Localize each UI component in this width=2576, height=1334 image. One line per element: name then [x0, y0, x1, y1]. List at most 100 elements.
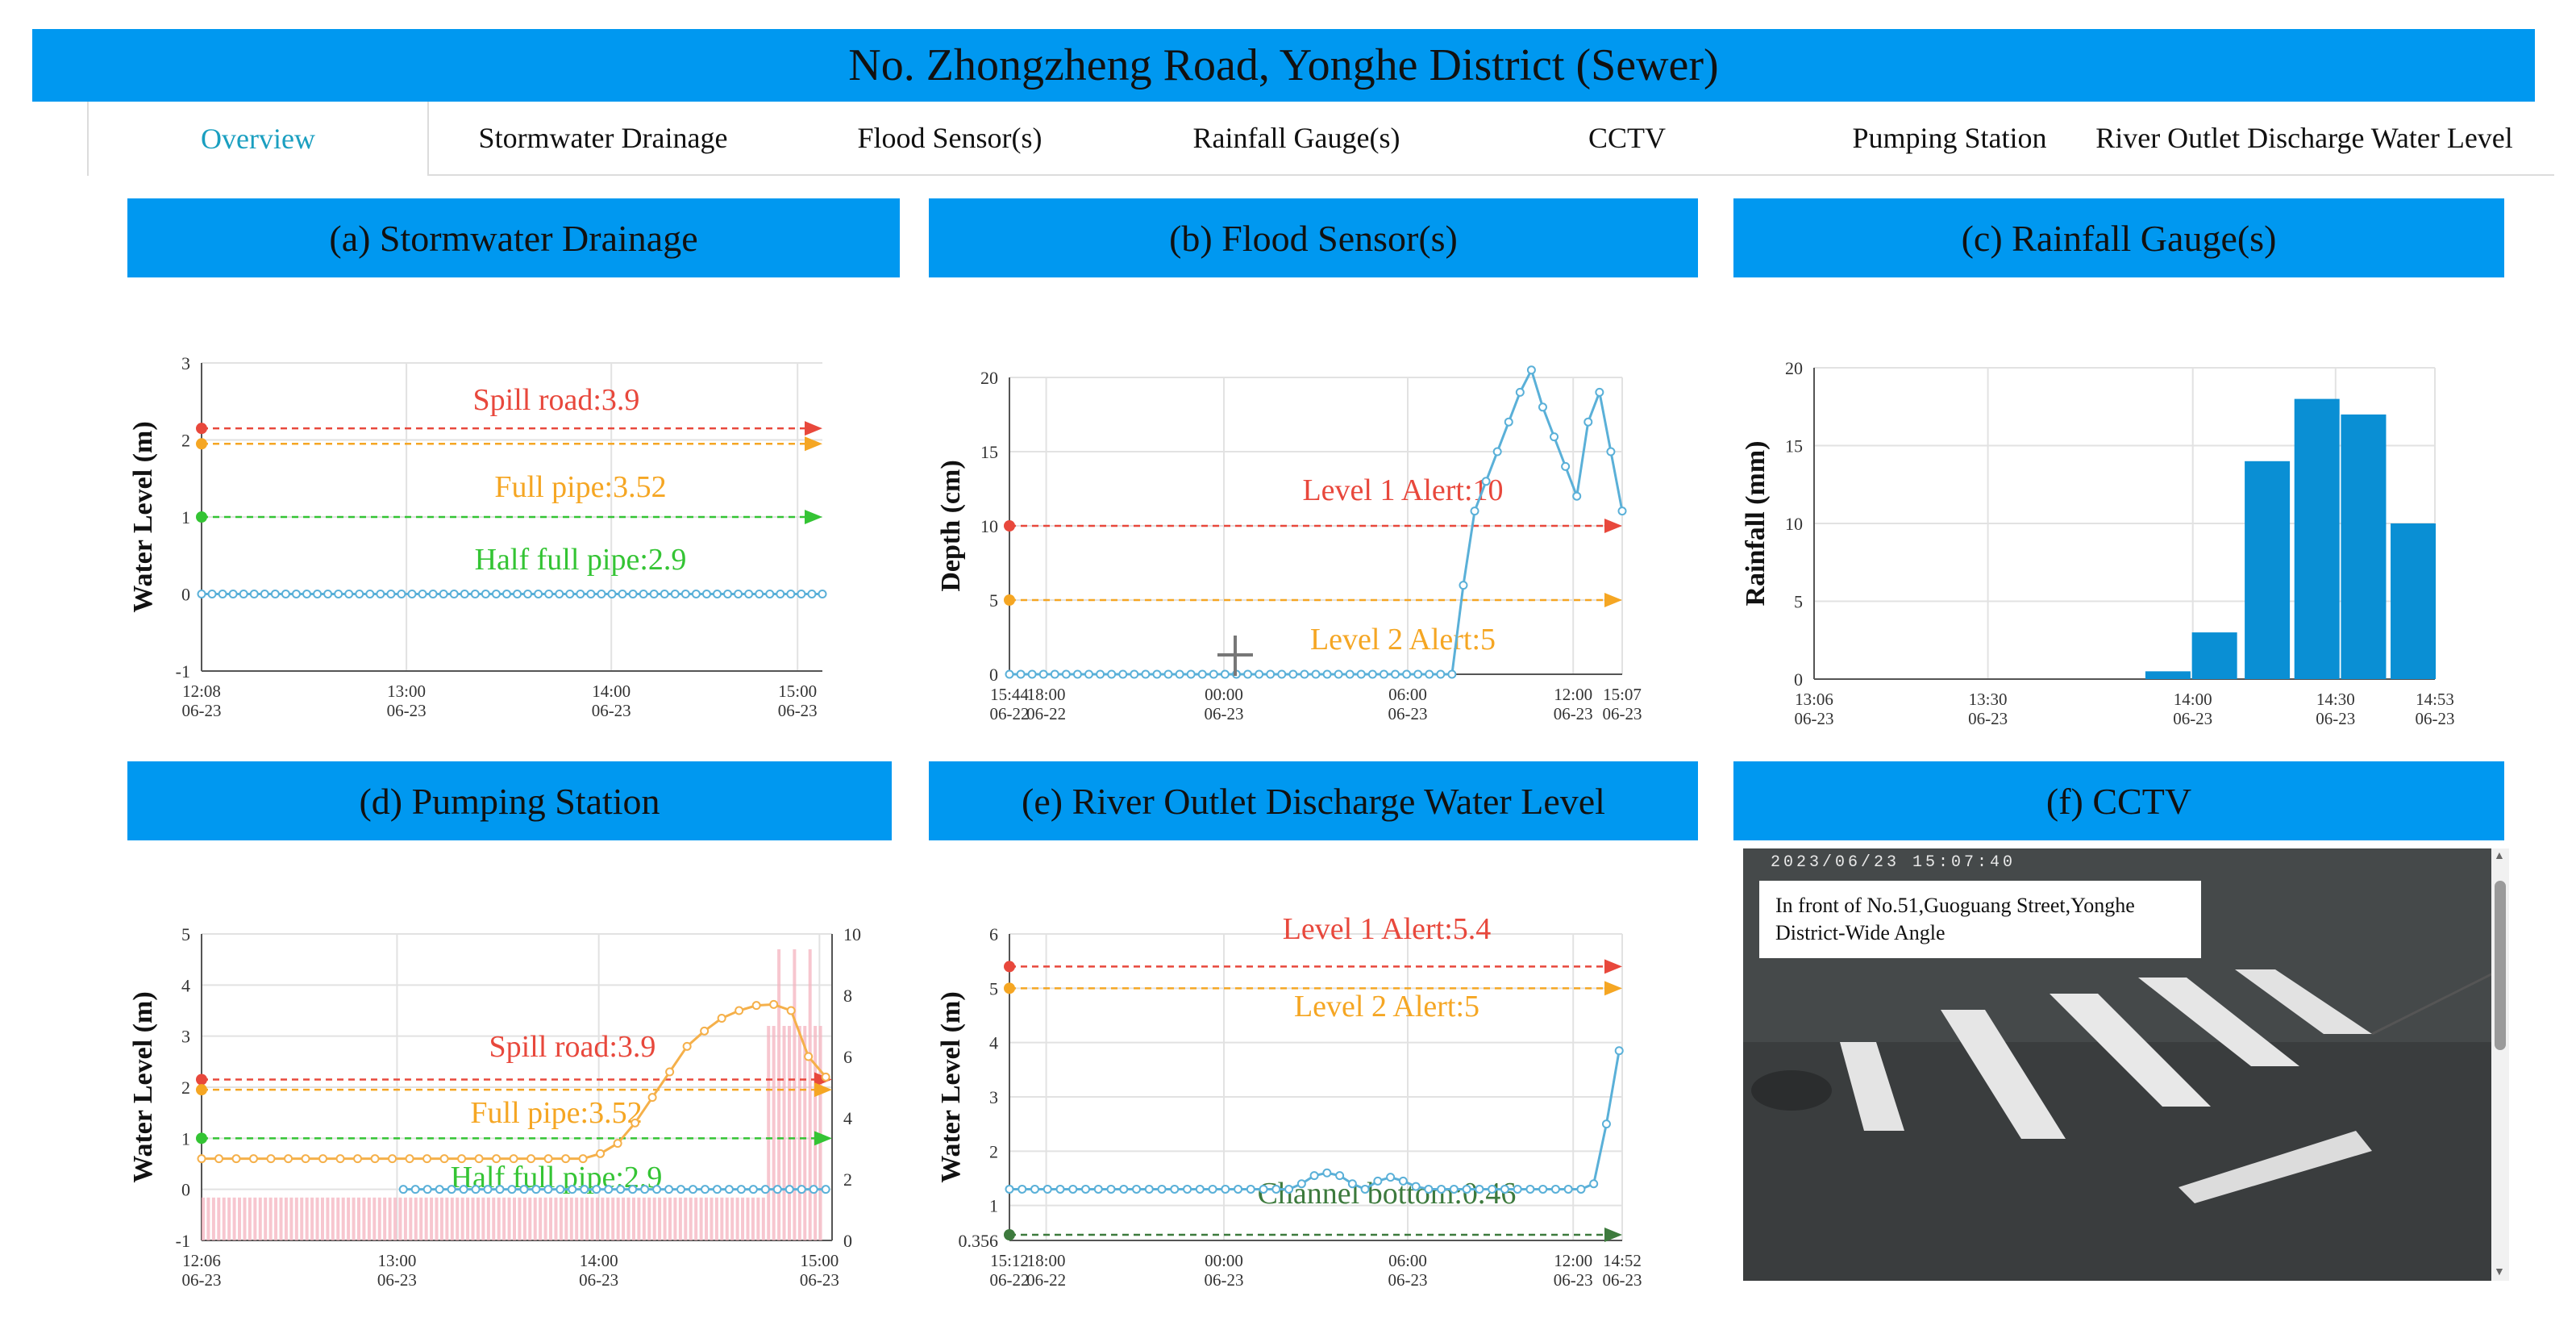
rain-bar: [409, 1197, 413, 1240]
rain-bar: [424, 1197, 428, 1240]
y-tick-label: 4: [989, 1033, 998, 1053]
rain-bar: [616, 1197, 620, 1240]
y-axis-label: Water Level (m): [128, 991, 158, 1182]
rain-bar: [761, 1197, 765, 1240]
scroll-thumb[interactable]: [2495, 881, 2506, 1050]
data-point: [760, 1185, 770, 1194]
rain-bar: [622, 1197, 626, 1240]
data-point: [397, 590, 406, 598]
data-point: [1356, 669, 1366, 679]
rain-bar: [725, 1197, 729, 1240]
data-point: [281, 590, 290, 598]
data-point: [1345, 669, 1355, 679]
threshold-label: Spill road:3.9: [489, 1030, 656, 1064]
rain-bar: [481, 1197, 485, 1240]
x-tick-label: 13:00: [377, 1251, 416, 1270]
tab-flood-sensors[interactable]: Flood Sensor(s): [857, 122, 1042, 154]
cctv-scrollbar[interactable]: ▲ ▼: [2491, 848, 2509, 1281]
data-point: [1271, 1184, 1281, 1194]
data-point: [676, 1185, 686, 1194]
data-point: [1513, 1184, 1522, 1194]
rain-bar: [663, 1197, 667, 1240]
threshold-arrow: [814, 1131, 832, 1146]
tab-river-outlet[interactable]: River Outlet Discharge Water Level: [2095, 122, 2513, 154]
data-point: [1081, 1184, 1091, 1194]
data-point: [613, 1139, 622, 1148]
scroll-down-icon[interactable]: ▼: [2494, 1266, 2505, 1278]
data-point: [1576, 1184, 1586, 1194]
data-point: [1424, 1184, 1434, 1194]
tab-rainfall-gauges[interactable]: Rainfall Gauge(s): [1192, 122, 1400, 154]
rain-bar: [601, 1197, 605, 1240]
y-tick-label: 3: [181, 353, 190, 373]
rain-bar: [730, 1197, 735, 1240]
x-tick-label: 06-23: [778, 701, 818, 720]
rain-bar: [803, 1026, 807, 1240]
tab-overview[interactable]: Overview: [87, 102, 429, 176]
data-point: [736, 1185, 746, 1194]
tab-stormwater-drainage[interactable]: Stormwater Drainage: [478, 122, 728, 154]
rain-bar: [419, 1197, 423, 1240]
series-line: [1009, 1050, 1621, 1191]
data-point: [1413, 669, 1423, 679]
data-point: [1561, 461, 1571, 471]
data-point: [1601, 1119, 1611, 1129]
rain-bar: [782, 1026, 786, 1240]
rain-bar: [559, 1197, 563, 1240]
rain-bar: [202, 1197, 205, 1240]
data-point: [323, 590, 333, 598]
x-tick-label: 14:00: [592, 682, 630, 701]
rain-bar: [476, 1197, 480, 1240]
rain-bar: [326, 1197, 330, 1240]
y-tick-label: 1: [989, 1196, 998, 1216]
data-point: [717, 1014, 726, 1023]
data-point: [501, 590, 511, 598]
y-tick-label: 20: [1785, 358, 1803, 378]
rain-bar: [300, 1197, 304, 1240]
data-point: [1595, 387, 1604, 397]
y2-tick-label: 2: [843, 1169, 852, 1190]
scroll-up-icon[interactable]: ▲: [2494, 850, 2505, 862]
data-point: [301, 1154, 310, 1164]
rain-bar: [486, 1197, 490, 1240]
rain-bar: [211, 1197, 215, 1240]
data-point: [370, 1154, 380, 1164]
data-point: [1334, 669, 1343, 679]
rain-bar: [414, 1197, 418, 1240]
tab-pumping-station[interactable]: Pumping Station: [1852, 122, 2047, 154]
y-tick-label: 15: [980, 442, 998, 462]
data-point: [639, 590, 648, 598]
data-point: [1550, 432, 1559, 442]
y-tick-label: 2: [181, 431, 190, 451]
rain-bar: [248, 1197, 252, 1240]
data-point: [701, 590, 711, 598]
data-point: [266, 1154, 276, 1164]
x-tick-label: 12:00: [1554, 685, 1592, 704]
threshold-marker: [196, 1073, 207, 1086]
data-point: [670, 590, 680, 598]
x-tick-label: 06-23: [182, 701, 222, 720]
cctv-feed[interactable]: 2023/06/23 15:07:40 In front of No.51,Gu…: [1743, 848, 2501, 1281]
tab-cctv[interactable]: CCTV: [1588, 122, 1666, 154]
data-point: [270, 590, 280, 598]
data-point: [1208, 1184, 1217, 1194]
data-point: [1144, 1184, 1154, 1194]
data-point: [751, 1001, 761, 1011]
x-tick-label: 06-23: [1968, 709, 2008, 728]
rain-bar: [668, 1197, 672, 1240]
data-point: [218, 590, 227, 598]
data-point: [1186, 669, 1196, 679]
y-tick-label: 3: [181, 1027, 190, 1047]
data-point: [640, 1185, 650, 1194]
threshold-label: Channel bottom:0.46: [1258, 1177, 1517, 1211]
data-point: [1027, 669, 1037, 679]
data-point: [228, 590, 238, 598]
rain-bar: [274, 1197, 278, 1240]
data-point: [689, 1185, 698, 1194]
data-point: [1449, 1184, 1459, 1194]
data-point: [700, 1185, 710, 1194]
data-point: [1152, 669, 1162, 679]
data-point: [207, 590, 217, 598]
rain-bar: [435, 1197, 439, 1240]
data-point: [682, 1041, 692, 1051]
